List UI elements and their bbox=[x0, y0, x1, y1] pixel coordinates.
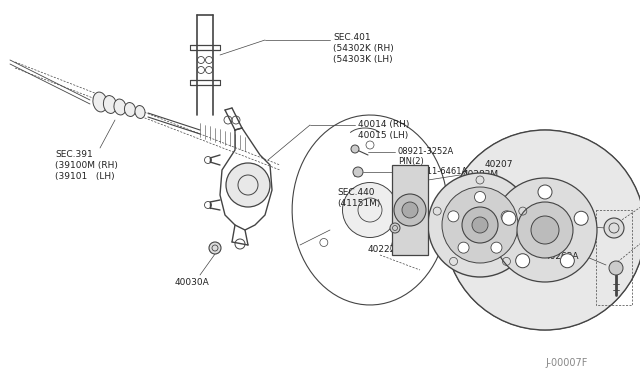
Text: 40015 (LH): 40015 (LH) bbox=[358, 131, 408, 140]
Circle shape bbox=[448, 211, 459, 222]
Circle shape bbox=[353, 167, 363, 177]
Text: (N)08911-6461A: (N)08911-6461A bbox=[398, 167, 467, 176]
Circle shape bbox=[428, 173, 532, 277]
Circle shape bbox=[531, 216, 559, 244]
Text: (39100M (RH): (39100M (RH) bbox=[55, 161, 118, 170]
Text: J-00007F: J-00007F bbox=[545, 358, 588, 368]
Circle shape bbox=[209, 242, 221, 254]
Text: 40264: 40264 bbox=[533, 205, 561, 214]
Text: (54302K (RH): (54302K (RH) bbox=[333, 44, 394, 53]
Circle shape bbox=[604, 218, 624, 238]
Text: SEC.401: SEC.401 bbox=[333, 33, 371, 42]
Ellipse shape bbox=[104, 96, 116, 113]
Circle shape bbox=[226, 163, 270, 207]
Text: (41151M): (41151M) bbox=[337, 199, 380, 208]
Circle shape bbox=[462, 207, 498, 243]
Circle shape bbox=[458, 242, 469, 253]
Text: 40222: 40222 bbox=[368, 245, 396, 254]
Circle shape bbox=[609, 261, 623, 275]
Ellipse shape bbox=[93, 92, 107, 112]
Text: (54303K (LH): (54303K (LH) bbox=[333, 55, 392, 64]
Circle shape bbox=[442, 187, 518, 263]
Circle shape bbox=[351, 145, 359, 153]
Text: 40262A: 40262A bbox=[545, 252, 579, 261]
Circle shape bbox=[538, 185, 552, 199]
Bar bbox=[392, 165, 428, 255]
Circle shape bbox=[390, 223, 400, 233]
Ellipse shape bbox=[124, 103, 136, 116]
Text: SEC.391: SEC.391 bbox=[55, 150, 93, 159]
Text: (39101   (LH): (39101 (LH) bbox=[55, 172, 115, 181]
Text: 40207: 40207 bbox=[485, 160, 513, 169]
Text: N: N bbox=[353, 172, 358, 178]
Text: 40014 (RH): 40014 (RH) bbox=[358, 120, 410, 129]
Circle shape bbox=[517, 202, 573, 258]
Circle shape bbox=[574, 211, 588, 225]
Text: PIN(2): PIN(2) bbox=[398, 157, 424, 166]
Circle shape bbox=[501, 211, 512, 222]
Text: 40262: 40262 bbox=[540, 226, 568, 235]
Text: 08921-3252A: 08921-3252A bbox=[398, 147, 454, 156]
Circle shape bbox=[561, 254, 574, 268]
Text: 40282M: 40282M bbox=[463, 170, 499, 179]
Circle shape bbox=[402, 202, 418, 218]
Ellipse shape bbox=[135, 106, 145, 118]
Circle shape bbox=[502, 211, 516, 225]
Ellipse shape bbox=[114, 99, 126, 115]
Circle shape bbox=[493, 178, 597, 282]
Ellipse shape bbox=[342, 183, 397, 237]
Circle shape bbox=[516, 254, 530, 268]
Circle shape bbox=[491, 242, 502, 253]
Text: (2): (2) bbox=[398, 177, 410, 186]
Text: 40030A: 40030A bbox=[175, 278, 210, 287]
Circle shape bbox=[472, 217, 488, 233]
Circle shape bbox=[445, 130, 640, 330]
Circle shape bbox=[474, 192, 486, 202]
Text: SEC.440: SEC.440 bbox=[337, 188, 374, 197]
Circle shape bbox=[394, 194, 426, 226]
